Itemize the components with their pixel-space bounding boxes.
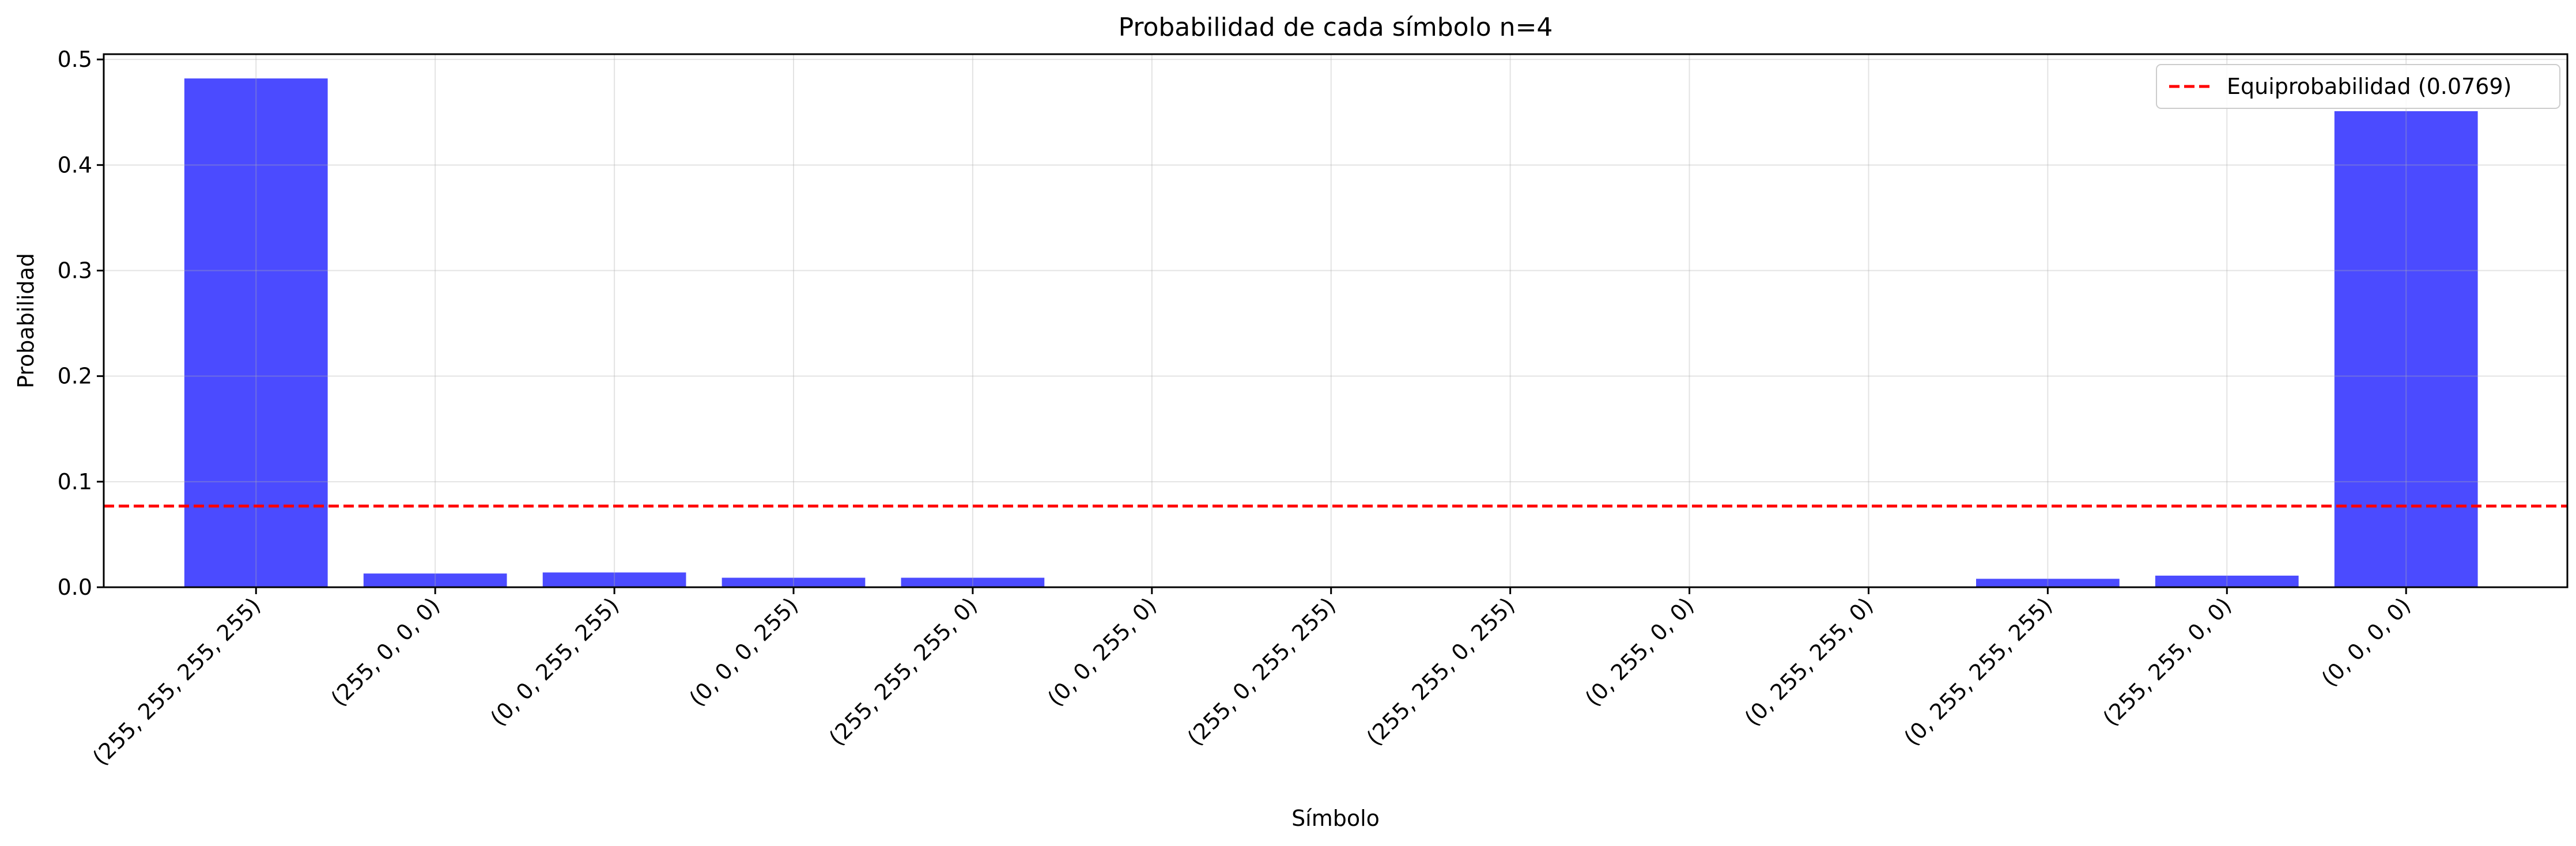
x-tick-label: (0, 0, 255, 0) — [1043, 592, 1161, 711]
x-tick-label: (255, 255, 0, 255) — [1362, 592, 1520, 750]
plot-frame — [103, 53, 2569, 588]
legend: Equiprobabilidad (0.0769) — [2156, 64, 2560, 109]
x-tick-label: (0, 0, 0, 0) — [2317, 592, 2416, 692]
bar — [184, 78, 328, 587]
x-axis-ticks: (255, 255, 255, 255) (255, 0, 0, 0) (0, 0,… — [88, 587, 2416, 771]
x-tick-label: (0, 255, 255, 0) — [1740, 592, 1878, 731]
legend-box — [2156, 64, 2560, 109]
y-tick-label: 0.4 — [58, 152, 92, 177]
bar — [2155, 575, 2299, 587]
x-tick-label: (255, 255, 255, 255) — [88, 592, 265, 770]
y-tick-label: 0.2 — [58, 364, 92, 389]
x-tick-label: (255, 255, 0, 0) — [2098, 592, 2237, 731]
bar — [901, 577, 1045, 587]
x-tick-label: (0, 255, 0, 0) — [1580, 592, 1699, 711]
y-tick-label: 0.1 — [58, 469, 92, 494]
x-tick-label: (255, 0, 255, 255) — [1183, 592, 1340, 750]
x-tick-label: (255, 255, 255, 0) — [824, 592, 982, 750]
legend-label: Equiprobabilidad (0.0769) — [2227, 74, 2511, 99]
bars — [184, 78, 2478, 587]
bar — [2334, 111, 2478, 587]
x-axis-label: Símbolo — [1291, 806, 1380, 831]
y-tick-label: 0.3 — [58, 258, 92, 283]
y-axis-label: Probabilidad — [13, 253, 39, 388]
y-tick-label: 0.0 — [58, 575, 92, 600]
y-axis-ticks: 0.0 0.1 0.2 0.3 0.4 0.5 — [58, 47, 104, 600]
x-tick-label: (0, 255, 255, 255) — [1899, 592, 2057, 750]
bar — [1976, 579, 2120, 587]
bar — [722, 577, 866, 587]
chart-title: Probabilidad de cada símbolo n=4 — [1119, 13, 1553, 42]
x-tick-label: (255, 0, 0, 0) — [326, 592, 445, 711]
bar — [542, 572, 686, 587]
bar — [363, 573, 507, 587]
x-tick-label: (0, 0, 255, 255) — [485, 592, 624, 731]
x-tick-label: (0, 0, 0, 255) — [684, 592, 803, 711]
y-tick-label: 0.5 — [58, 47, 92, 72]
